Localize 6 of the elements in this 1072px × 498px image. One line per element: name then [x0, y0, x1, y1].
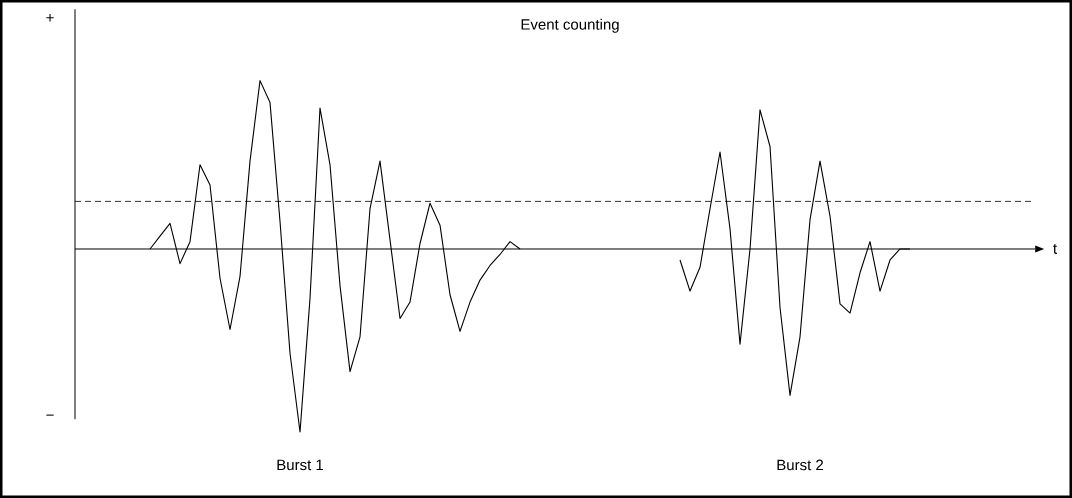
text: Burst 1 [277, 459, 324, 471]
text: + [46, 14, 54, 22]
text: t [1053, 244, 1057, 254]
chart-title: Event counting [521, 18, 619, 33]
text: Burst 2 [777, 459, 824, 471]
text: − [46, 414, 54, 416]
